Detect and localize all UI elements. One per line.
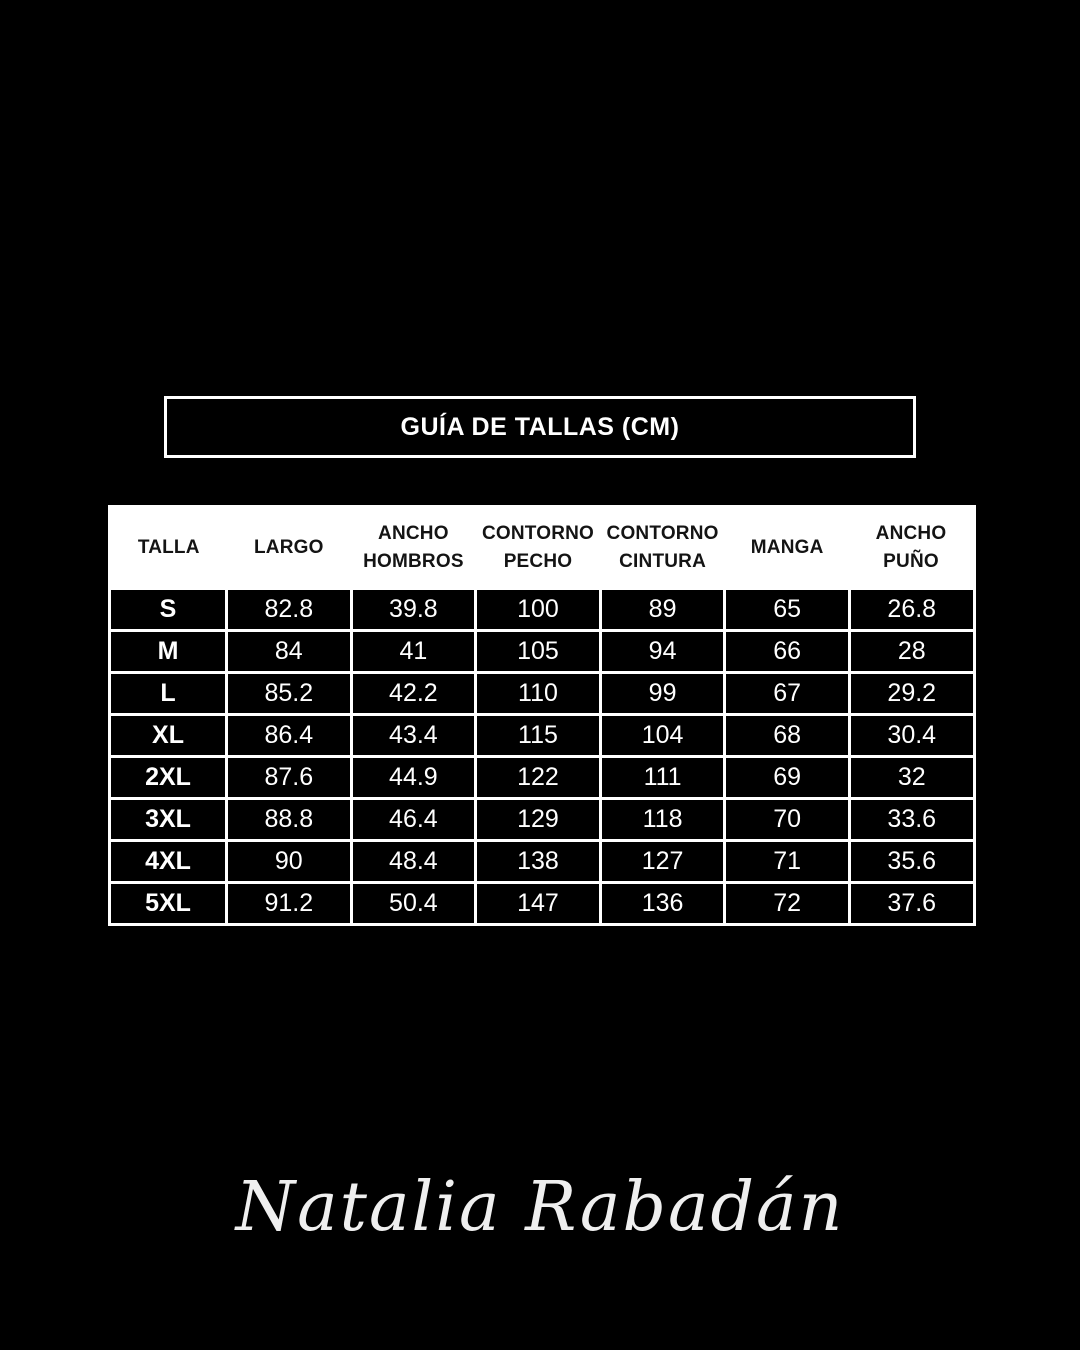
measurement-cell: 100 bbox=[474, 587, 602, 632]
measurement-cell: 29.2 bbox=[847, 671, 976, 716]
measurement-cell: 136 bbox=[598, 881, 727, 926]
measurement-cell: 147 bbox=[474, 881, 602, 926]
measurement-cell: 35.6 bbox=[847, 839, 976, 884]
measurement-cell: 72 bbox=[723, 881, 851, 926]
measurement-cell: 84 bbox=[225, 629, 353, 674]
table-row-xl: XL 86.4 43.4 115 104 68 30.4 bbox=[108, 713, 976, 758]
table-row-3xl: 3XL 88.8 46.4 129 118 70 33.6 bbox=[108, 797, 976, 842]
measurement-cell: 86.4 bbox=[225, 713, 353, 758]
column-header-manga: MANGA bbox=[724, 506, 850, 589]
measurement-cell: 69 bbox=[723, 755, 851, 800]
measurement-cell: 115 bbox=[474, 713, 602, 758]
measurement-cell: 122 bbox=[474, 755, 602, 800]
measurement-cell: 91.2 bbox=[225, 881, 353, 926]
measurement-cell: 111 bbox=[598, 755, 727, 800]
brand-signature: Natalia Rabadán bbox=[235, 1168, 845, 1247]
table-row-4xl: 4XL 90 48.4 138 127 71 35.6 bbox=[108, 839, 976, 884]
measurement-cell: 46.4 bbox=[349, 797, 478, 842]
measurement-cell: 87.6 bbox=[225, 755, 353, 800]
column-header-contorno-cintura: CONTORNO CINTURA bbox=[600, 506, 725, 589]
measurement-cell: 88.8 bbox=[225, 797, 353, 842]
size-label-cell: 4XL bbox=[108, 839, 228, 884]
measurement-cell: 67 bbox=[723, 671, 851, 716]
measurement-cell: 50.4 bbox=[349, 881, 478, 926]
measurement-cell: 48.4 bbox=[349, 839, 478, 884]
table-row-s: S 82.8 39.8 100 89 65 26.8 bbox=[108, 587, 976, 632]
measurement-cell: 99 bbox=[598, 671, 727, 716]
size-label-cell: 2XL bbox=[108, 755, 228, 800]
measurement-cell: 66 bbox=[723, 629, 851, 674]
measurement-cell: 129 bbox=[474, 797, 602, 842]
measurement-cell: 118 bbox=[598, 797, 727, 842]
measurement-cell: 85.2 bbox=[225, 671, 353, 716]
measurement-cell: 82.8 bbox=[225, 587, 353, 632]
column-header-talla: TALLA bbox=[109, 506, 227, 589]
measurement-cell: 41 bbox=[349, 629, 478, 674]
column-header-ancho-puno: ANCHO PUÑO bbox=[849, 506, 975, 589]
size-label-cell: XL bbox=[108, 713, 228, 758]
measurement-cell: 89 bbox=[598, 587, 727, 632]
table-row-5xl: 5XL 91.2 50.4 147 136 72 37.6 bbox=[108, 881, 976, 926]
measurement-cell: 90 bbox=[225, 839, 353, 884]
size-label-cell: L bbox=[108, 671, 228, 716]
table-row-2xl: 2XL 87.6 44.9 122 111 69 32 bbox=[108, 755, 976, 800]
measurement-cell: 28 bbox=[847, 629, 976, 674]
measurement-cell: 43.4 bbox=[349, 713, 478, 758]
measurement-cell: 65 bbox=[723, 587, 851, 632]
measurement-cell: 138 bbox=[474, 839, 602, 884]
measurement-cell: 105 bbox=[474, 629, 602, 674]
measurement-cell: 68 bbox=[723, 713, 851, 758]
measurement-cell: 110 bbox=[474, 671, 602, 716]
size-guide-title-box: GUÍA DE TALLAS (CM) bbox=[164, 396, 916, 458]
size-label-cell: 5XL bbox=[108, 881, 228, 926]
measurement-cell: 33.6 bbox=[847, 797, 976, 842]
measurement-cell: 104 bbox=[598, 713, 727, 758]
column-header-contorno-pecho: CONTORNO PECHO bbox=[475, 506, 601, 589]
measurement-cell: 39.8 bbox=[349, 587, 478, 632]
size-label-cell: 3XL bbox=[108, 797, 228, 842]
table-row-l: L 85.2 42.2 110 99 67 29.2 bbox=[108, 671, 976, 716]
column-header-largo: LARGO bbox=[226, 506, 352, 589]
measurement-cell: 26.8 bbox=[847, 587, 976, 632]
measurement-cell: 44.9 bbox=[349, 755, 478, 800]
measurement-cell: 30.4 bbox=[847, 713, 976, 758]
size-label-cell: S bbox=[108, 587, 228, 632]
measurement-cell: 94 bbox=[598, 629, 727, 674]
measurement-cell: 71 bbox=[723, 839, 851, 884]
size-guide-title: GUÍA DE TALLAS (CM) bbox=[400, 412, 680, 441]
measurement-cell: 32 bbox=[847, 755, 976, 800]
size-chart-header-row: TALLA LARGO ANCHO HOMBROS CONTORNO PECHO… bbox=[109, 506, 975, 589]
measurement-cell: 70 bbox=[723, 797, 851, 842]
size-chart-table: TALLA LARGO ANCHO HOMBROS CONTORNO PECHO… bbox=[108, 505, 976, 926]
table-row-m: M 84 41 105 94 66 28 bbox=[108, 629, 976, 674]
measurement-cell: 127 bbox=[598, 839, 727, 884]
size-label-cell: M bbox=[108, 629, 228, 674]
measurement-cell: 37.6 bbox=[847, 881, 976, 926]
column-header-ancho-hombros: ANCHO HOMBROS bbox=[351, 506, 476, 589]
measurement-cell: 42.2 bbox=[349, 671, 478, 716]
